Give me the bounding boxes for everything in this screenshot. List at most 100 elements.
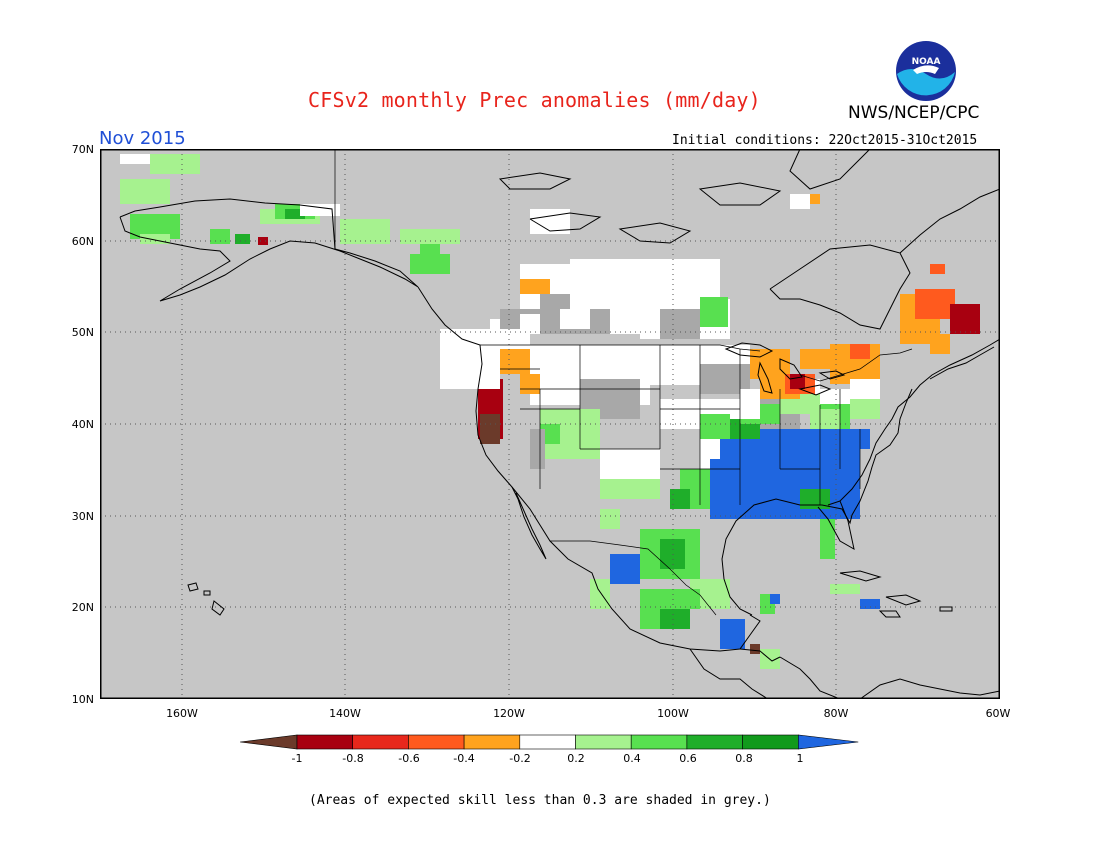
anomaly-cell bbox=[860, 599, 880, 609]
anomaly-cell bbox=[720, 619, 745, 649]
anomaly-cell bbox=[300, 204, 340, 216]
anomaly-cell bbox=[800, 349, 830, 369]
anomaly-cell bbox=[340, 219, 390, 244]
colorbar-arrow-high bbox=[797, 734, 859, 750]
colorbar-tick-5: 0.2 bbox=[567, 752, 585, 765]
anomaly-cell bbox=[750, 644, 760, 654]
anomaly-cell bbox=[915, 289, 955, 319]
anomaly-cell bbox=[480, 414, 500, 444]
colorbar-tick-9: 1 bbox=[796, 752, 804, 765]
colorbar-swatch bbox=[742, 734, 799, 750]
anomaly-cell bbox=[610, 554, 640, 584]
anomaly-cell bbox=[520, 314, 540, 334]
colorbar-tick-8: 0.8 bbox=[735, 752, 753, 765]
anomaly-cell bbox=[805, 194, 820, 204]
anomaly-cell bbox=[120, 179, 170, 204]
anomaly-cell bbox=[600, 509, 620, 529]
anomaly-cell bbox=[520, 374, 540, 394]
anomaly-cell bbox=[258, 237, 268, 245]
chart-title: CFSv2 monthly Prec anomalies (mm/day) bbox=[308, 88, 761, 112]
colorbar-swatch bbox=[575, 734, 632, 750]
colorbar-swatch bbox=[519, 734, 576, 750]
colorbar-swatch bbox=[352, 734, 409, 750]
lat-label-60n: 60N bbox=[71, 235, 94, 248]
precip-anomaly-map bbox=[100, 149, 1000, 699]
colorbar-swatch bbox=[630, 734, 688, 750]
anomaly-cell bbox=[740, 389, 760, 419]
colorbar-tick-6: 0.4 bbox=[623, 752, 641, 765]
anomaly-cell bbox=[680, 589, 700, 609]
anomaly-cell bbox=[700, 414, 730, 439]
anomaly-cell bbox=[520, 279, 550, 294]
colorbar-swatch bbox=[296, 734, 354, 750]
lon-label-120w: 120W bbox=[493, 707, 525, 720]
anomaly-cell bbox=[560, 309, 590, 329]
anomaly-cell bbox=[660, 609, 690, 629]
colorbar bbox=[240, 734, 859, 750]
political-borders bbox=[334, 149, 913, 616]
skill-footnote: (Areas of expected skill less than 0.3 a… bbox=[309, 793, 771, 808]
anomaly-cell bbox=[790, 374, 805, 389]
anomaly-cell bbox=[770, 594, 780, 604]
anomaly-cell bbox=[820, 519, 835, 559]
colorbar-tick-1: -0.8 bbox=[342, 752, 364, 765]
anomaly-cell bbox=[830, 584, 860, 594]
anomaly-cell bbox=[790, 194, 810, 209]
colorbar-swatch bbox=[408, 734, 465, 750]
agency-label: NWS/NCEP/CPC bbox=[848, 103, 980, 123]
anomaly-cell bbox=[930, 334, 950, 354]
colorbar-tick-2: -0.6 bbox=[398, 752, 420, 765]
anomaly-cells bbox=[120, 154, 980, 669]
anomaly-cell bbox=[235, 234, 250, 244]
graticule bbox=[100, 149, 1000, 699]
anomaly-cell bbox=[760, 429, 870, 449]
colorbar-tick-7: 0.6 bbox=[679, 752, 697, 765]
colorbar-arrow-low bbox=[240, 734, 298, 750]
lat-label-20n: 20N bbox=[71, 601, 94, 614]
anomaly-cell bbox=[950, 304, 980, 334]
lat-label-30n: 30N bbox=[71, 510, 94, 523]
anomaly-cell bbox=[670, 489, 690, 509]
logo-text: NOAA bbox=[912, 57, 941, 67]
lon-label-140w: 140W bbox=[329, 707, 361, 720]
anomaly-cell bbox=[570, 279, 610, 309]
colorbar-tick-3: -0.4 bbox=[453, 752, 475, 765]
anomaly-cell bbox=[400, 229, 460, 244]
anomaly-cell bbox=[800, 489, 830, 509]
lat-label-10n: 10N bbox=[71, 693, 94, 706]
anomaly-cell bbox=[285, 209, 305, 219]
anomaly-cell bbox=[150, 154, 200, 174]
lon-label-80w: 80W bbox=[823, 707, 849, 720]
lat-label-50n: 50N bbox=[71, 326, 94, 339]
anomaly-cell bbox=[590, 579, 610, 609]
lat-label-40n: 40N bbox=[71, 418, 94, 431]
map-frame bbox=[100, 149, 1000, 699]
coastlines bbox=[119, 149, 1000, 699]
anomaly-cell bbox=[810, 409, 840, 429]
anomaly-cell bbox=[850, 344, 870, 359]
anomaly-cell bbox=[750, 349, 790, 379]
anomaly-cell bbox=[120, 154, 170, 164]
anomaly-cell bbox=[420, 244, 440, 259]
lon-label-100w: 100W bbox=[657, 707, 689, 720]
lon-label-160w: 160W bbox=[166, 707, 198, 720]
colorbar-tick-0: -1 bbox=[291, 752, 303, 765]
anomaly-cell bbox=[140, 234, 170, 244]
forecast-month: Nov 2015 bbox=[99, 128, 186, 149]
lon-label-60w: 60W bbox=[985, 707, 1011, 720]
anomaly-cell bbox=[850, 379, 880, 399]
anomaly-cell bbox=[850, 399, 880, 419]
anomaly-cell bbox=[600, 479, 660, 499]
colorbar-swatch bbox=[463, 734, 521, 750]
anomaly-cell bbox=[495, 349, 530, 374]
anomaly-cell bbox=[710, 459, 860, 519]
anomaly-cell bbox=[530, 429, 545, 469]
anomaly-cell bbox=[210, 229, 230, 244]
lat-label-70n: 70N bbox=[71, 143, 94, 156]
noaa-logo: NOAA bbox=[896, 41, 956, 101]
colorbar-swatch bbox=[686, 734, 743, 750]
anomaly-cell bbox=[930, 264, 945, 274]
anomaly-cell bbox=[700, 297, 728, 327]
anomaly-cell bbox=[660, 309, 700, 339]
initial-conditions: Initial conditions: 22Oct2015-31Oct2015 bbox=[672, 133, 978, 148]
